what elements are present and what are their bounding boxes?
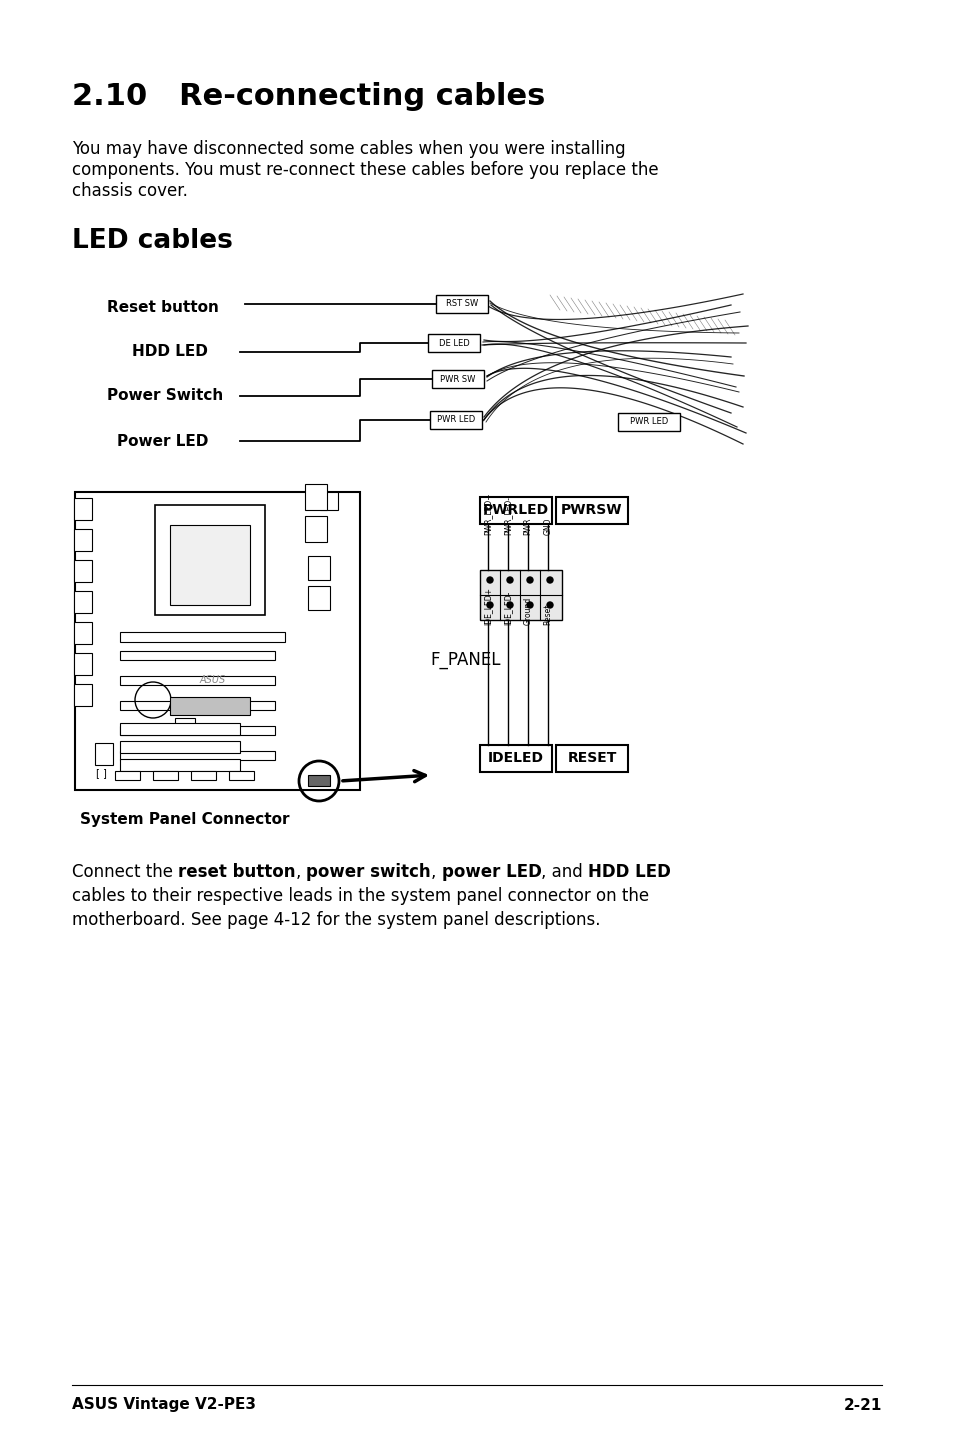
Circle shape — [506, 577, 513, 582]
Circle shape — [486, 603, 493, 608]
Text: Power LED: Power LED — [117, 433, 208, 449]
Circle shape — [486, 577, 493, 582]
Text: F_PANEL: F_PANEL — [430, 651, 500, 669]
Text: Reset button: Reset button — [107, 301, 218, 315]
Bar — [74, 559, 91, 582]
Text: PWR LED: PWR LED — [629, 417, 667, 427]
Bar — [154, 505, 265, 615]
Text: PWR LED: PWR LED — [436, 416, 475, 424]
Bar — [305, 485, 327, 510]
Bar — [428, 334, 479, 352]
Text: RESET: RESET — [567, 752, 616, 765]
Text: Ground: Ground — [523, 597, 532, 626]
Bar — [308, 775, 330, 787]
Bar — [308, 557, 330, 580]
Bar — [174, 718, 194, 733]
Text: ASUS Vintage V2-PE3: ASUS Vintage V2-PE3 — [71, 1398, 255, 1412]
Bar — [74, 653, 91, 674]
Bar — [170, 697, 250, 715]
Bar — [120, 723, 240, 735]
Text: GND: GND — [543, 518, 552, 535]
Bar — [556, 498, 627, 523]
Bar — [191, 771, 215, 779]
Bar — [120, 726, 274, 735]
Bar — [436, 295, 488, 313]
Bar — [120, 741, 240, 754]
Text: IDE_LED-: IDE_LED- — [503, 591, 512, 626]
Bar — [479, 569, 561, 620]
Text: HDD LED: HDD LED — [132, 345, 208, 360]
Text: PWR SW: PWR SW — [440, 374, 476, 384]
Text: Power Switch: Power Switch — [107, 388, 223, 404]
Text: components. You must re-connect these cables before you replace the: components. You must re-connect these ca… — [71, 161, 658, 178]
Text: [ ]: [ ] — [96, 768, 107, 778]
Circle shape — [526, 603, 533, 608]
Text: PWR: PWR — [523, 518, 532, 535]
Bar — [618, 413, 679, 431]
Bar — [120, 759, 240, 771]
Text: power switch: power switch — [306, 863, 431, 881]
Text: PWR_LED-: PWR_LED- — [503, 496, 512, 535]
Text: PWR_LED+: PWR_LED+ — [483, 492, 492, 535]
Bar — [479, 745, 552, 772]
Bar — [229, 771, 253, 779]
Text: ,: , — [431, 863, 441, 881]
Bar — [120, 631, 285, 641]
Bar — [74, 684, 91, 706]
Bar — [556, 745, 627, 772]
Circle shape — [546, 603, 553, 608]
Text: cables to their respective leads in the system panel connector on the: cables to their respective leads in the … — [71, 887, 648, 905]
Text: HDD LED: HDD LED — [588, 863, 671, 881]
Bar — [120, 651, 274, 660]
Bar — [95, 743, 112, 765]
Text: power LED: power LED — [441, 863, 541, 881]
Text: LED cables: LED cables — [71, 229, 233, 255]
Circle shape — [526, 577, 533, 582]
Circle shape — [546, 577, 553, 582]
Text: reset button: reset button — [178, 863, 295, 881]
Bar — [74, 623, 91, 644]
Text: ASUS: ASUS — [200, 674, 226, 684]
Text: DE LED: DE LED — [438, 338, 469, 348]
Text: chassis cover.: chassis cover. — [71, 183, 188, 200]
Bar — [74, 498, 91, 521]
Bar — [430, 411, 481, 429]
Text: IDELED: IDELED — [488, 752, 543, 765]
Bar — [120, 751, 274, 761]
Circle shape — [506, 603, 513, 608]
Text: You may have disconnected some cables when you were installing: You may have disconnected some cables wh… — [71, 139, 625, 158]
Text: IDE_LED+: IDE_LED+ — [483, 587, 492, 626]
Text: 2-21: 2-21 — [842, 1398, 882, 1412]
Text: PWRLED: PWRLED — [482, 503, 549, 518]
Text: RST SW: RST SW — [445, 299, 477, 309]
Bar — [170, 525, 250, 605]
Bar — [305, 516, 327, 542]
Text: ,: , — [295, 863, 306, 881]
Bar — [152, 771, 178, 779]
Text: motherboard. See page 4-12 for the system panel descriptions.: motherboard. See page 4-12 for the syste… — [71, 912, 599, 929]
Text: Connect the: Connect the — [71, 863, 178, 881]
Bar — [308, 587, 330, 610]
Bar — [479, 498, 552, 523]
Bar — [120, 676, 274, 684]
Text: PWRSW: PWRSW — [560, 503, 622, 518]
Bar — [432, 370, 483, 388]
Bar — [75, 492, 359, 789]
Bar — [115, 771, 140, 779]
Bar — [74, 591, 91, 613]
Bar — [319, 492, 337, 510]
Text: , and: , and — [541, 863, 588, 881]
Text: Reset: Reset — [543, 604, 552, 626]
Bar — [120, 700, 274, 710]
Text: 2.10   Re-connecting cables: 2.10 Re-connecting cables — [71, 82, 545, 111]
Text: System Panel Connector: System Panel Connector — [80, 812, 289, 827]
Bar — [74, 529, 91, 551]
